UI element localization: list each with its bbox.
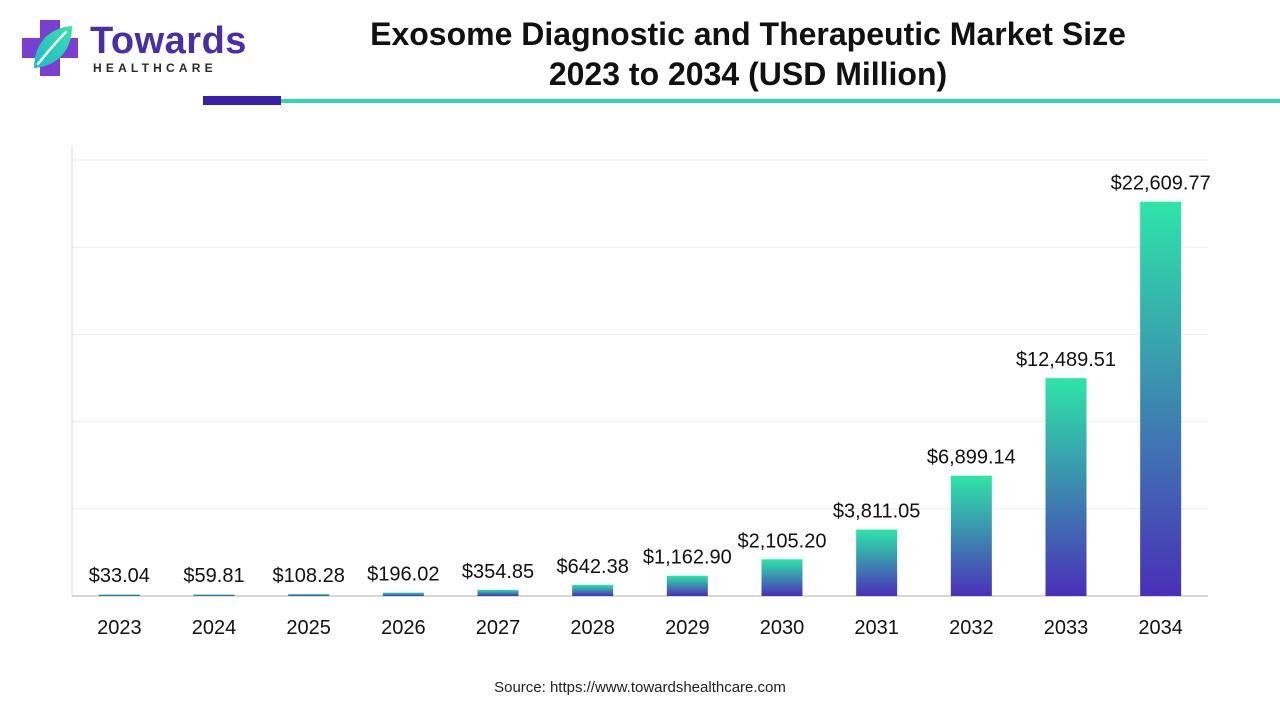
- data-label-2026: $196.02: [367, 564, 439, 586]
- x-tick-label-2029: 2029: [665, 617, 710, 639]
- x-tick-label-2025: 2025: [286, 617, 331, 639]
- data-label-2025: $108.28: [273, 565, 345, 587]
- x-tick-label-2033: 2033: [1044, 617, 1089, 639]
- data-label-2024: $59.81: [183, 565, 244, 587]
- data-label-2027: $354.85: [462, 561, 534, 583]
- x-tick-label-2023: 2023: [97, 617, 142, 639]
- medical-cross-leaf-icon: [22, 20, 78, 76]
- data-label-2033: $12,489.51: [1016, 349, 1116, 371]
- data-label-2028: $642.38: [557, 556, 629, 578]
- x-tick-label-2030: 2030: [760, 617, 805, 639]
- bar-2030: [761, 559, 803, 596]
- bar-2027: [477, 589, 519, 596]
- data-label-2034: $22,609.77: [1111, 173, 1211, 195]
- x-tick-label-2026: 2026: [381, 617, 426, 639]
- brand-logo: Towards HEALTHCARE: [20, 18, 246, 82]
- x-tick-label-2032: 2032: [949, 617, 994, 639]
- bar-2024: [193, 594, 235, 596]
- data-label-2029: $1,162.90: [643, 547, 732, 569]
- brand-name: Towards: [90, 20, 247, 62]
- source-note: Source: https://www.towardshealthcare.co…: [494, 679, 786, 696]
- chart-title-line-1: Exosome Diagnostic and Therapeutic Marke…: [370, 16, 1126, 52]
- bar-2033: [1045, 378, 1087, 596]
- x-tick-label-2031: 2031: [854, 617, 899, 639]
- bar-2023: [98, 594, 140, 596]
- data-label-2023: $33.04: [89, 565, 150, 587]
- header-accent-line: [281, 99, 1280, 103]
- x-tick-label-2024: 2024: [192, 617, 237, 639]
- data-label-2032: $6,899.14: [927, 447, 1016, 469]
- bar-2032: [950, 475, 992, 596]
- bar-2025: [288, 594, 330, 596]
- chart-title-line-2: 2023 to 2034 (USD Million): [548, 56, 948, 92]
- bar-2026: [382, 592, 424, 596]
- x-tick-label-2027: 2027: [476, 617, 521, 639]
- x-tick-label-2034: 2034: [1138, 617, 1183, 639]
- bar-2034: [1140, 201, 1182, 596]
- bar-2028: [572, 584, 614, 596]
- bar-2031: [856, 529, 898, 596]
- data-label-2030: $2,105.20: [738, 530, 827, 552]
- bar-2029: [666, 575, 708, 596]
- bar-chart: $33.04 $59.81 $108.28 $196.02 $354.85 $642.38…: [71, 146, 1211, 639]
- chart-title: Exosome Diagnostic and Therapeutic Marke…: [300, 14, 1196, 94]
- x-tick-label-2028: 2028: [570, 617, 615, 639]
- data-label-2031: $3,811.05: [833, 501, 921, 523]
- header-accent-dark: [203, 96, 281, 105]
- brand-subtitle: HEALTHCARE: [93, 61, 217, 75]
